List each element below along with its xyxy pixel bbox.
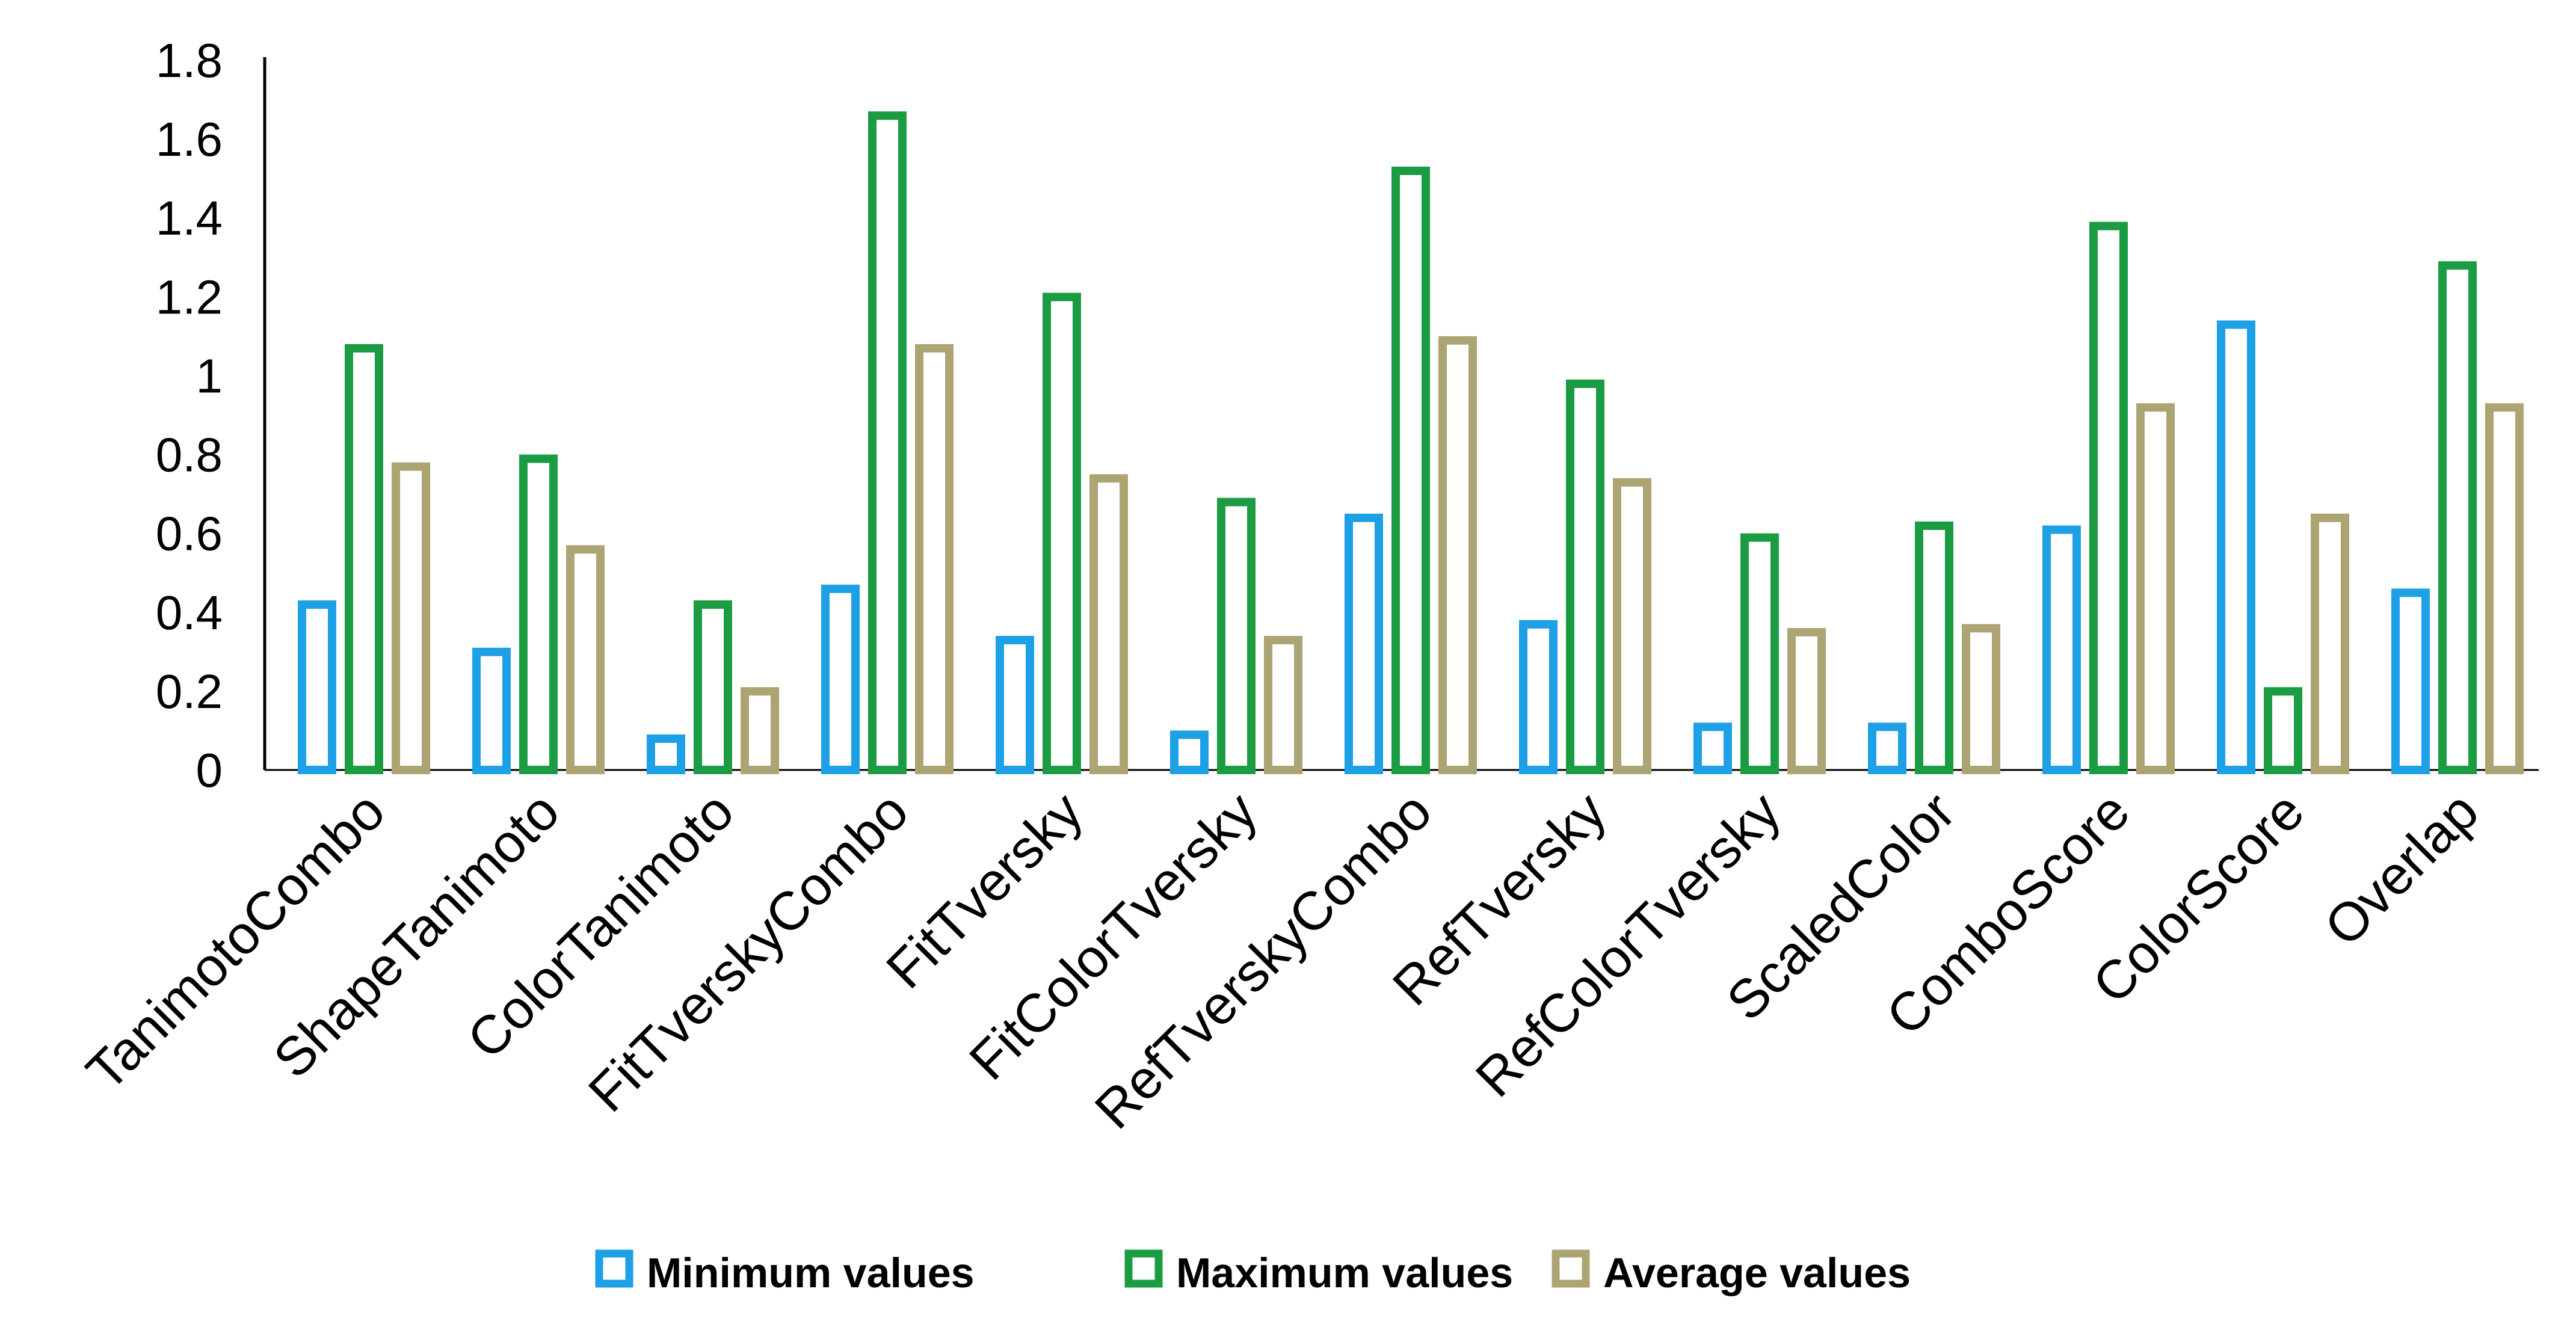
bar-maximum-values [345, 344, 383, 774]
x-tick-label: RefColorTversky [1465, 781, 1793, 1109]
bar-maximum-values [2264, 687, 2302, 775]
x-tick-label: Overlap [2314, 781, 2491, 958]
bar-maximum-values [1043, 292, 1081, 774]
bar-average-values [566, 545, 605, 774]
bar-maximum-values [2089, 221, 2128, 774]
x-tick-label: FitTverskyCombo [578, 781, 920, 1123]
bar-average-values [392, 462, 430, 775]
bar-maximum-values [694, 600, 732, 774]
bar-average-values [1438, 336, 1477, 774]
legend-label: Average values [1603, 1249, 1911, 1296]
bar-maximum-values [1915, 522, 1953, 774]
bar-maximum-values [1740, 533, 1779, 775]
legend-label: Maximum values [1176, 1249, 1513, 1296]
bar-maximum-values [1391, 167, 1430, 774]
legend-label: Minimum values [647, 1249, 975, 1296]
y-tick-label: 1.2 [156, 270, 223, 324]
y-axis: 0 0.2 0.4 0.6 0.8 1 1.2 1.4 1.6 1.8 [156, 34, 2539, 797]
bar-maximum-values [519, 454, 558, 774]
bar-minimum-values [1693, 722, 1732, 775]
bar-average-values [1962, 624, 2000, 775]
bar-minimum-values [472, 647, 511, 775]
x-axis-labels: TanimotoComboShapeTanimotoColorTanimotoF… [75, 781, 2490, 1141]
y-tick-label: 0.2 [156, 665, 223, 718]
legend-swatch [1551, 1249, 1590, 1288]
bar-minimum-values [996, 636, 1034, 774]
bar-maximum-values [1566, 380, 1604, 774]
bar-minimum-values [2391, 588, 2430, 774]
bar-minimum-values [1519, 620, 1558, 775]
y-tick-label: 0.4 [156, 586, 223, 639]
bar-average-values [1787, 628, 1826, 774]
bar-average-values [915, 344, 954, 774]
legend-swatch [595, 1249, 633, 1288]
x-tick-label: RefTverskyCombo [1084, 781, 1444, 1141]
bar-minimum-values [298, 600, 336, 774]
bar-average-values [2136, 403, 2175, 774]
bar-minimum-values [647, 734, 685, 774]
y-tick-label: 1.6 [156, 112, 223, 166]
bar-minimum-values [1170, 730, 1209, 775]
y-tick-label: 1.8 [156, 34, 223, 87]
legend-swatch [1124, 1249, 1163, 1288]
bar-average-values [1264, 636, 1302, 774]
y-tick-label: 0.8 [156, 428, 223, 482]
y-tick-label: 0 [196, 743, 223, 797]
x-tick-label: TanimotoCombo [75, 781, 396, 1102]
legend: Minimum values Maximum values Average valu… [595, 1249, 1911, 1296]
bar-minimum-values [821, 584, 860, 775]
bar-average-values [1613, 478, 1651, 775]
bar-average-values [741, 687, 779, 775]
bar-average-values [2485, 403, 2524, 774]
y-tick-label: 0.6 [156, 507, 223, 561]
y-tick-label: 1.4 [156, 191, 223, 245]
bar-maximum-values [2438, 261, 2477, 775]
bar-minimum-values [1345, 513, 1383, 775]
bar-maximum-values [1217, 497, 1256, 775]
bar-average-values [1089, 474, 1128, 774]
bar-average-values [2311, 513, 2349, 775]
y-tick-label: 1 [196, 349, 223, 402]
bar-maximum-values [868, 111, 907, 775]
bar-minimum-values [2042, 525, 2081, 774]
bar-minimum-values [2217, 320, 2255, 774]
bar-minimum-values [1868, 722, 1906, 775]
bars [298, 111, 2524, 775]
